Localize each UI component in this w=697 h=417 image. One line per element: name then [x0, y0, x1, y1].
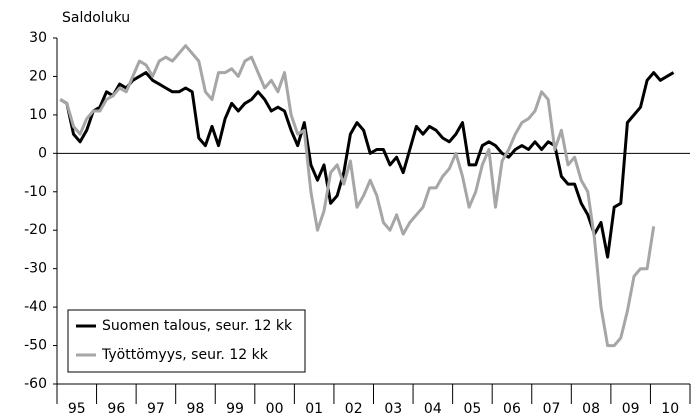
y-tick-label: 30	[29, 30, 47, 46]
x-tick-label: 00	[266, 401, 284, 417]
y-tick-label: -60	[24, 376, 47, 392]
x-tick-label: 05	[463, 401, 481, 417]
x-tick-label: 06	[503, 401, 521, 417]
series-line	[59, 71, 675, 259]
x-tick-label: 97	[147, 401, 165, 417]
x-tick-label: 95	[68, 401, 86, 417]
y-tick-label: 20	[29, 68, 47, 84]
x-tick-label: 09	[622, 401, 640, 417]
x-tick-label: 10	[661, 401, 679, 417]
y-tick-label: -50	[24, 338, 47, 354]
x-tick-label: 04	[424, 401, 442, 417]
x-tick-label: 01	[305, 401, 323, 417]
legend-label: Työttömyys, seur. 12 kk	[101, 347, 269, 363]
x-tick-label: 07	[543, 401, 561, 417]
y-tick-label: -30	[24, 261, 47, 277]
y-axis-label: Saldoluku	[62, 10, 130, 26]
y-tick-label: -10	[24, 184, 47, 200]
x-tick-label: 96	[107, 401, 125, 417]
legend-box	[67, 309, 306, 373]
x-tick-label: 99	[226, 401, 244, 417]
y-tick-label: -20	[24, 222, 47, 238]
y-tick-label: 10	[29, 107, 47, 123]
x-tick-label: 02	[345, 401, 363, 417]
series-line	[59, 44, 656, 348]
y-tick-label: 0	[38, 145, 47, 161]
legend-label: Suomen talous, seur. 12 kk	[102, 318, 293, 334]
x-tick-label: 08	[582, 401, 600, 417]
x-tick-label: 98	[187, 401, 205, 417]
y-tick-label: -40	[24, 299, 47, 315]
x-tick-label: 03	[384, 401, 402, 417]
